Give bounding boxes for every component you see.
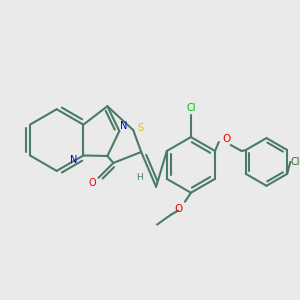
Text: O: O <box>89 178 96 188</box>
Text: Cl: Cl <box>186 103 196 113</box>
Text: O: O <box>175 204 183 214</box>
Text: N: N <box>70 155 77 165</box>
Text: Cl: Cl <box>291 157 300 167</box>
Text: H: H <box>136 173 143 182</box>
Text: S: S <box>137 123 143 133</box>
Text: O: O <box>223 134 231 144</box>
Text: N: N <box>120 121 127 131</box>
